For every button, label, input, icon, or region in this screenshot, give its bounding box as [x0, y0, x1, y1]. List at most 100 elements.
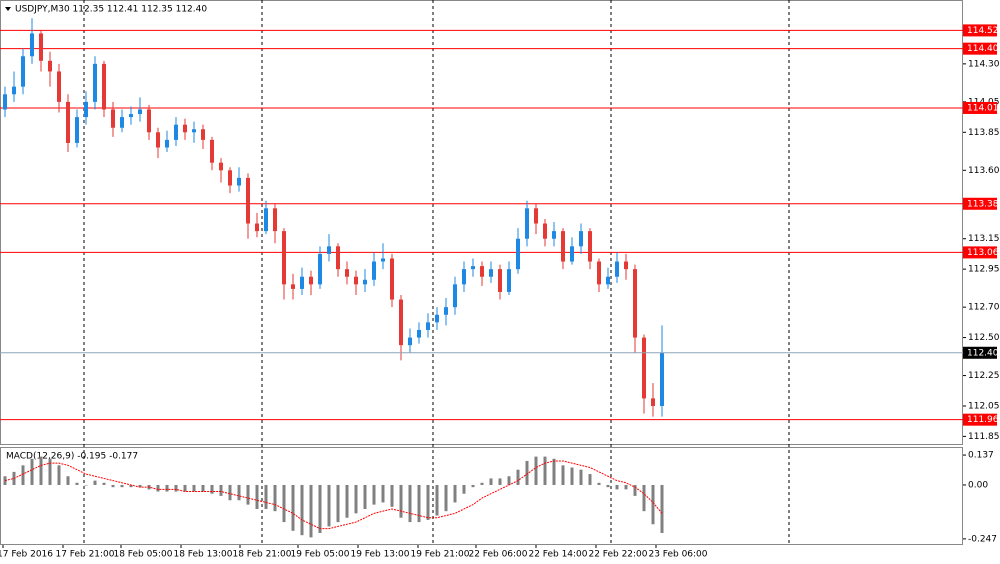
candle-body: [309, 276, 313, 285]
candle-body: [606, 276, 610, 285]
macd-bar: [282, 484, 286, 523]
candle-body: [237, 177, 241, 186]
y-tick-label: -0.247: [968, 534, 997, 544]
y-tick-label: 112.70: [968, 303, 1000, 313]
x-tick-label: 18 Feb 05:00: [113, 550, 172, 560]
macd-bar: [264, 484, 268, 509]
y-tick-label: 113.15: [968, 234, 1000, 244]
y-tick-label: 113.85: [968, 128, 1000, 138]
macd-bar: [57, 465, 61, 485]
candle-body: [12, 86, 16, 95]
macd-bar: [84, 484, 88, 486]
macd-bar: [39, 456, 43, 485]
candle-body: [255, 223, 259, 232]
macd-bar: [219, 484, 223, 496]
candle-body: [417, 329, 421, 338]
candle-body: [30, 33, 34, 57]
y-tick-label: 113.60: [968, 166, 1000, 176]
candle-body: [624, 261, 628, 270]
candle-body: [102, 63, 106, 110]
candle-body: [129, 114, 133, 118]
level-line-tag: [963, 101, 997, 114]
candle-body: [480, 266, 484, 277]
macd-bar: [660, 484, 664, 533]
candle-body: [642, 337, 646, 399]
main-panel: [0, 0, 963, 445]
y-tick-label: 112.50: [968, 333, 1000, 343]
candle-body: [228, 170, 232, 186]
macd-bar: [48, 458, 52, 485]
x-tick-label: 22 Feb 06:00: [468, 550, 527, 560]
candle-body: [471, 266, 475, 270]
candle-body: [147, 109, 151, 133]
candle-body: [444, 307, 448, 315]
x-tick-label: 19 Feb 21:00: [410, 550, 469, 560]
macd-bar: [606, 484, 610, 488]
macd-bar: [66, 476, 70, 485]
macd-bar: [417, 484, 421, 523]
macd-bar: [318, 484, 322, 533]
candle-body: [246, 177, 250, 224]
candle-body: [525, 208, 529, 239]
candle-body: [588, 231, 592, 262]
macd-bar: [453, 484, 457, 503]
candle-body: [633, 269, 637, 338]
candle-body: [651, 398, 655, 406]
level-line-label: 113.06: [967, 248, 999, 258]
candle-body: [579, 231, 583, 247]
candle-body: [534, 208, 538, 224]
candle-body: [291, 284, 295, 289]
candle-body: [39, 33, 43, 61]
macd-bar: [480, 482, 484, 485]
candle-body: [570, 246, 574, 262]
candle-body: [120, 117, 124, 128]
macd-bar: [435, 484, 439, 516]
macd-bar: [570, 467, 574, 485]
macd-bar: [21, 465, 25, 485]
y-tick-label: 112.95: [968, 265, 1000, 275]
candle-body: [597, 261, 601, 285]
candle-body: [390, 258, 394, 300]
candle-body: [561, 231, 565, 262]
candle-body: [75, 117, 79, 143]
candle-body: [84, 101, 88, 118]
x-tick-label: 17 Feb 21:00: [55, 550, 114, 560]
macd-bar: [372, 484, 376, 505]
macd-bar: [408, 484, 412, 523]
level-line-tag: [963, 197, 997, 210]
candle-body: [462, 269, 466, 285]
macd-bar: [579, 469, 583, 485]
macd-bar: [120, 484, 124, 488]
level-line-label: 114.40: [967, 44, 999, 54]
macd-bar: [93, 480, 97, 485]
candle-body: [282, 231, 286, 285]
candle-body: [93, 63, 97, 102]
period-separators: [83, 0, 790, 545]
candle-body: [453, 284, 457, 308]
candle-body: [615, 261, 619, 277]
candle-body: [507, 269, 511, 292]
macd-bar: [471, 484, 475, 488]
candle-body: [318, 253, 322, 285]
candle-body: [426, 322, 430, 330]
candle-body: [300, 276, 304, 289]
candle-body: [264, 208, 268, 232]
macd-bar: [291, 484, 295, 531]
y-tick-label: 114.30: [968, 59, 1000, 69]
level-line-label: 114.52: [967, 26, 999, 36]
macd-bar: [327, 484, 331, 527]
macd-label: MACD(12,26,9) -0.195 -0.177: [6, 452, 138, 462]
macd-bar: [174, 484, 178, 492]
candle-body: [399, 299, 403, 346]
x-tick-label: 18 Feb 13:00: [173, 550, 232, 560]
x-tick-label: 19 Feb 13:00: [350, 550, 409, 560]
candle-body: [174, 124, 178, 140]
macd-bar: [534, 456, 538, 485]
menu-icon[interactable]: [5, 7, 11, 11]
macd-bar: [237, 484, 241, 501]
current-price-label: 112.40: [967, 348, 999, 358]
macd-bar: [489, 478, 493, 485]
candle-body: [48, 60, 52, 72]
macd-bar: [192, 484, 196, 492]
